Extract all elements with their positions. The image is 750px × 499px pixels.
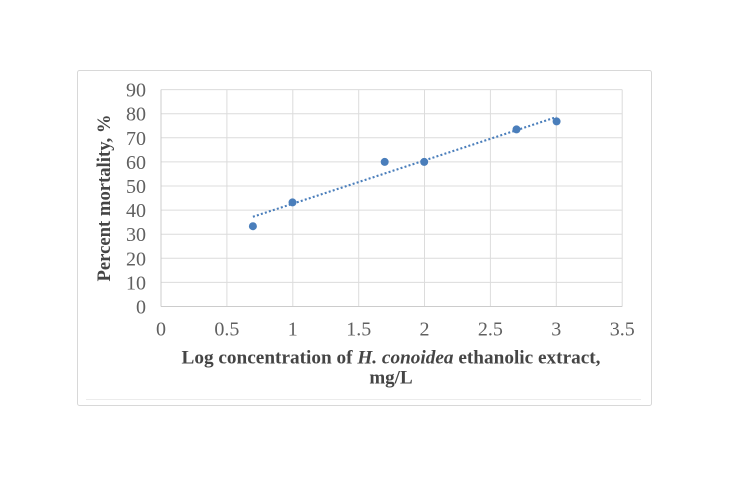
svg-text:1.5: 1.5 (346, 319, 371, 341)
svg-text:70: 70 (126, 128, 146, 150)
svg-text:3.5: 3.5 (610, 319, 635, 341)
svg-text:30: 30 (126, 224, 146, 246)
svg-text:50: 50 (126, 176, 146, 198)
svg-text:mg/L: mg/L (369, 368, 412, 389)
svg-text:Log concentration of H. conoid: Log concentration of H. conoidea ethanol… (182, 348, 601, 369)
svg-text:90: 90 (126, 80, 146, 102)
svg-text:2.5: 2.5 (478, 319, 503, 341)
svg-text:Percent mortality, %: Percent mortality, % (94, 115, 115, 282)
svg-text:0.5: 0.5 (214, 319, 239, 341)
svg-text:1: 1 (288, 319, 298, 341)
svg-text:2: 2 (420, 319, 430, 341)
svg-text:80: 80 (126, 104, 146, 126)
svg-text:20: 20 (126, 248, 146, 270)
svg-text:0: 0 (136, 297, 146, 319)
svg-text:3: 3 (551, 319, 561, 341)
svg-text:0: 0 (156, 319, 166, 341)
svg-text:40: 40 (126, 200, 146, 222)
svg-text:60: 60 (126, 152, 146, 174)
svg-text:10: 10 (126, 272, 146, 294)
